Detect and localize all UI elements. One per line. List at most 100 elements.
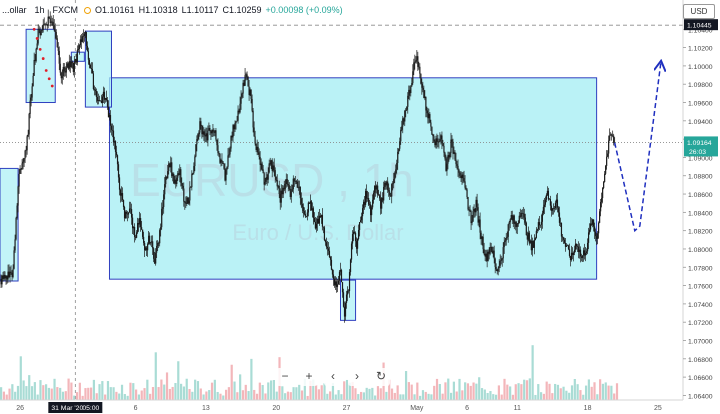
candle-body xyxy=(439,139,441,142)
candle-body xyxy=(92,73,95,90)
reset-chart-button[interactable]: ↻ xyxy=(372,368,390,386)
range-box-4[interactable] xyxy=(0,167,19,282)
candle-body xyxy=(7,271,9,280)
watermark-name: Euro / U.S. Dollar xyxy=(232,220,403,245)
volume-bar xyxy=(87,387,90,400)
zoom-out-button[interactable]: − xyxy=(276,368,294,386)
volume-bar xyxy=(340,394,343,400)
volume-bar xyxy=(607,385,610,400)
candle-body xyxy=(330,259,333,270)
volume-bar xyxy=(134,389,138,400)
time-axis-label: May xyxy=(410,405,424,412)
candle-body xyxy=(378,194,380,196)
volume-bar xyxy=(430,394,433,400)
volume-bar xyxy=(219,393,222,400)
legend-symbol[interactable]: ...ollar xyxy=(0,5,29,15)
candle-body xyxy=(289,188,291,197)
candle-body xyxy=(454,152,456,160)
candle-body xyxy=(593,219,595,227)
candle-body xyxy=(321,214,324,227)
candle-body xyxy=(142,229,144,237)
candle-body xyxy=(493,250,495,259)
candle-body xyxy=(316,218,318,224)
candle-body xyxy=(61,76,63,79)
price-axis-label: 1.08800 xyxy=(688,174,713,181)
candle-body xyxy=(513,215,515,224)
candle-body xyxy=(226,166,228,170)
candle-body xyxy=(62,66,64,77)
volume-bar xyxy=(247,391,250,400)
candle-body xyxy=(544,199,546,205)
scroll-left-button[interactable]: ‹ xyxy=(324,368,342,386)
zoom-in-button[interactable]: + xyxy=(300,368,318,386)
currency-tag[interactable]: USD xyxy=(683,4,715,19)
volume-bar xyxy=(118,393,121,400)
candle-body xyxy=(105,97,108,100)
candle-body xyxy=(208,128,210,131)
candle-body xyxy=(191,173,193,188)
candle-body xyxy=(413,62,415,72)
volume-bar xyxy=(14,391,17,400)
candle-body xyxy=(467,197,469,210)
volume-bar xyxy=(53,378,56,400)
candle-body xyxy=(263,173,265,185)
candle-body xyxy=(590,223,593,225)
candle-body xyxy=(465,187,467,190)
candle-body xyxy=(171,162,173,177)
scroll-right-button[interactable]: › xyxy=(348,368,366,386)
projection-path[interactable] xyxy=(613,62,661,233)
candle-body xyxy=(515,222,517,227)
candle-body xyxy=(563,239,566,243)
volume-bar xyxy=(601,383,605,400)
candle-body xyxy=(14,239,16,251)
candle-body xyxy=(216,139,218,146)
candle-body xyxy=(383,186,385,201)
legend-timeframe[interactable]: 1h xyxy=(32,5,47,15)
candle-body xyxy=(86,45,88,52)
candle-body xyxy=(124,211,127,219)
candle-body xyxy=(336,284,339,287)
candle-body xyxy=(355,241,358,249)
current-price-label: 1.09164 xyxy=(687,140,712,147)
candle-body xyxy=(434,141,436,146)
candle-body xyxy=(442,143,444,146)
volume-bar xyxy=(480,388,484,400)
candle-body xyxy=(460,175,462,179)
candle-body xyxy=(198,132,200,135)
candle-body xyxy=(12,268,14,277)
volume-bar xyxy=(47,387,51,400)
range-box-1[interactable] xyxy=(25,28,56,104)
candle-body xyxy=(608,140,610,154)
candle-body xyxy=(435,138,437,146)
candle-body xyxy=(154,258,156,264)
candle-body xyxy=(483,249,485,255)
annotation-dot xyxy=(47,77,51,81)
volume-bar xyxy=(95,393,98,400)
candle-body xyxy=(204,135,206,137)
candle-body xyxy=(126,213,129,215)
candle-body xyxy=(406,106,408,110)
price-axis-label: 1.07200 xyxy=(688,320,713,327)
volume-bar xyxy=(292,387,295,400)
candle-body xyxy=(312,208,314,218)
price-axis-label: 1.09600 xyxy=(688,101,713,108)
candle-body xyxy=(186,197,188,204)
candle-body xyxy=(323,227,326,241)
volume-bar xyxy=(537,384,540,400)
candle-body xyxy=(346,290,349,295)
candle-body xyxy=(521,212,523,214)
volume-bar xyxy=(503,378,506,400)
candle-body xyxy=(116,155,119,165)
candle-body xyxy=(597,233,599,239)
range-box-0[interactable] xyxy=(108,77,598,280)
legend-low: L1.10117 xyxy=(181,5,219,15)
candle-body xyxy=(389,191,391,196)
volume-bar xyxy=(312,379,315,400)
candle-body xyxy=(519,215,521,217)
candle-body xyxy=(150,242,152,244)
legend-exchange[interactable]: FXCM xyxy=(50,5,81,15)
volume-bar xyxy=(160,379,163,400)
volume-bar xyxy=(261,385,264,400)
candle-body xyxy=(18,173,20,187)
